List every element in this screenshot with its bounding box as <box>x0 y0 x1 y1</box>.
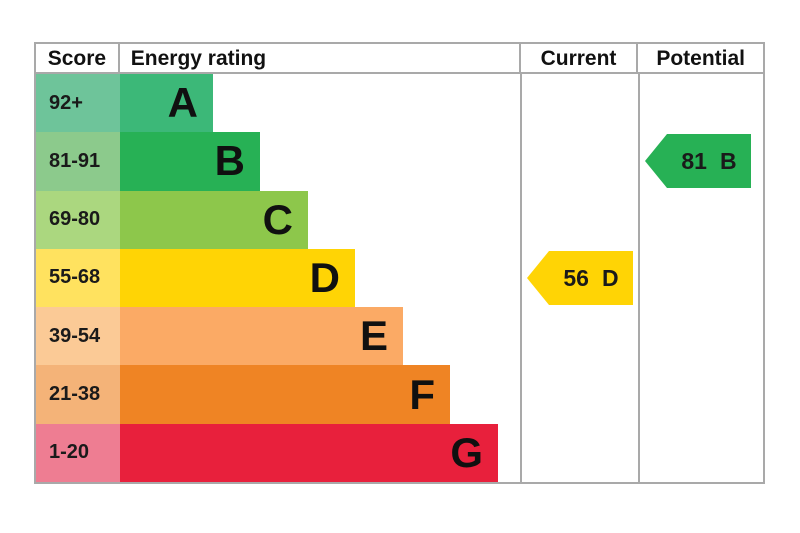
band-row-f: 21-38 F <box>36 365 520 424</box>
chart-header-row: Score Energy rating Current Potential <box>36 44 763 74</box>
band-letter-g: G <box>450 428 483 476</box>
score-range-f: 21-38 <box>36 365 120 424</box>
current-column: 56 D <box>520 74 638 482</box>
band-row-g: 1-20 G <box>36 423 520 482</box>
band-letter-f: F <box>409 370 435 418</box>
column-header-energy-rating: Energy rating <box>130 46 267 70</box>
current-band-letter: D <box>601 264 619 291</box>
band-row-d: 55-68 D <box>36 248 520 308</box>
column-header-score: Score <box>36 44 120 72</box>
band-row-a: 92+ A <box>36 74 520 133</box>
band-bar-f: F <box>120 365 450 424</box>
score-range-a: 92+ <box>36 74 120 133</box>
band-bar-e: E <box>120 307 403 366</box>
potential-score-value: 81 <box>681 147 707 174</box>
column-header-current: Current <box>518 44 637 72</box>
current-score-value: 56 <box>563 264 589 291</box>
band-row-b: 81-91 B <box>36 132 520 191</box>
band-letter-e: E <box>359 312 388 360</box>
epc-rating-chart: Score Energy rating Current Potential 92… <box>34 42 765 484</box>
band-row-c: 69-80 C <box>36 190 520 249</box>
score-range-d: 55-68 <box>36 248 120 308</box>
band-bar-b: B <box>120 132 260 191</box>
potential-arrow-tip-icon <box>645 134 667 188</box>
band-bar-a: A <box>120 74 213 133</box>
potential-band-letter: B <box>719 147 737 174</box>
band-bar-d: D <box>120 248 355 308</box>
score-range-c: 69-80 <box>36 190 120 249</box>
band-row-e: 39-54 E <box>36 307 520 366</box>
current-arrow-tip-icon <box>527 251 549 305</box>
potential-arrow-body: 81 B <box>667 134 751 188</box>
band-letter-d: D <box>309 253 340 301</box>
chart-body: 92+ A 81-91 B 69-80 C 55-68 <box>36 74 763 482</box>
band-bar-g: G <box>120 423 498 482</box>
potential-rating-arrow: 81 B <box>645 134 751 188</box>
current-rating-arrow: 56 D <box>527 251 633 305</box>
band-bar-c: C <box>120 190 308 249</box>
band-letter-c: C <box>262 195 293 243</box>
band-rows: 92+ A 81-91 B 69-80 C 55-68 <box>36 74 520 482</box>
column-header-potential: Potential <box>636 44 763 72</box>
potential-column: 81 B <box>638 74 763 482</box>
current-arrow-body: 56 D <box>549 251 633 305</box>
score-range-g: 1-20 <box>36 423 120 482</box>
score-range-b: 81-91 <box>36 132 120 191</box>
band-letter-b: B <box>214 137 245 185</box>
score-range-e: 39-54 <box>36 307 120 366</box>
band-letter-a: A <box>167 79 198 127</box>
